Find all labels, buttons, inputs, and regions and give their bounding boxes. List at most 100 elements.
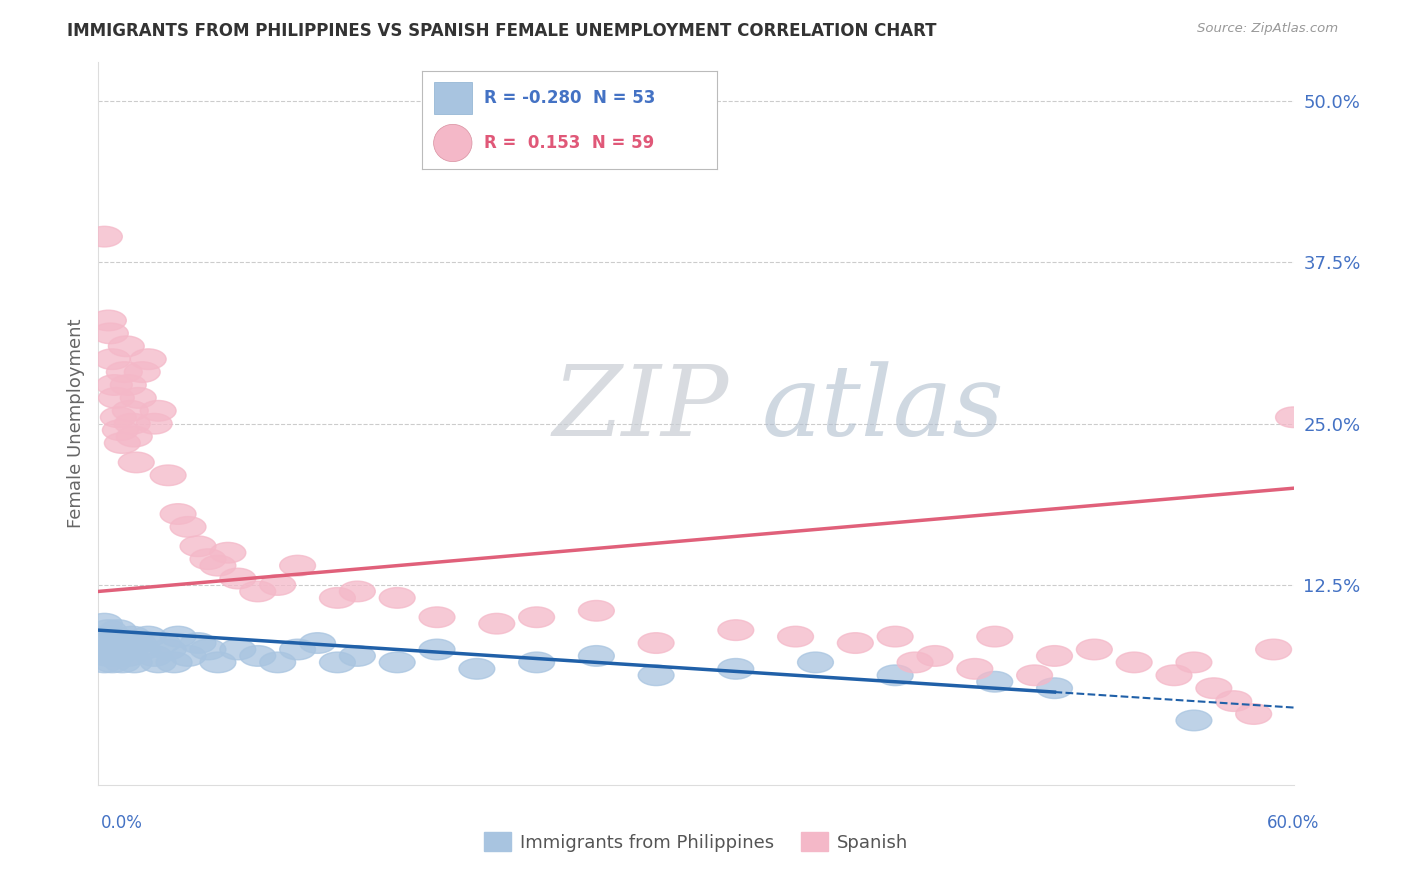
Ellipse shape <box>114 626 150 647</box>
Ellipse shape <box>150 465 186 485</box>
Ellipse shape <box>103 420 138 441</box>
Ellipse shape <box>94 349 131 369</box>
Ellipse shape <box>1156 665 1192 686</box>
Ellipse shape <box>112 640 148 660</box>
Ellipse shape <box>433 124 472 161</box>
Ellipse shape <box>180 632 217 653</box>
Ellipse shape <box>136 413 172 434</box>
Ellipse shape <box>209 542 246 563</box>
Legend: Immigrants from Philippines, Spanish: Immigrants from Philippines, Spanish <box>477 825 915 859</box>
Ellipse shape <box>131 626 166 647</box>
Ellipse shape <box>98 646 135 666</box>
Ellipse shape <box>112 401 148 421</box>
Ellipse shape <box>578 646 614 666</box>
Ellipse shape <box>97 375 132 395</box>
Ellipse shape <box>141 652 176 673</box>
Ellipse shape <box>200 556 236 576</box>
Ellipse shape <box>110 375 146 395</box>
Ellipse shape <box>319 588 356 608</box>
Ellipse shape <box>84 640 121 660</box>
Ellipse shape <box>110 646 146 666</box>
Ellipse shape <box>578 600 614 621</box>
Ellipse shape <box>90 310 127 331</box>
Ellipse shape <box>638 632 673 653</box>
Ellipse shape <box>1017 665 1053 686</box>
Ellipse shape <box>1275 407 1312 427</box>
Ellipse shape <box>718 658 754 679</box>
Ellipse shape <box>117 652 152 673</box>
Ellipse shape <box>240 581 276 602</box>
Ellipse shape <box>1116 652 1152 673</box>
Text: R =  0.153  N = 59: R = 0.153 N = 59 <box>484 134 654 152</box>
Ellipse shape <box>114 413 150 434</box>
Ellipse shape <box>419 607 456 628</box>
Ellipse shape <box>877 665 912 686</box>
Ellipse shape <box>87 652 122 673</box>
Ellipse shape <box>1256 640 1292 660</box>
Ellipse shape <box>280 640 315 660</box>
Ellipse shape <box>380 588 415 608</box>
Ellipse shape <box>778 626 814 647</box>
Ellipse shape <box>98 387 135 409</box>
Ellipse shape <box>117 426 152 447</box>
Ellipse shape <box>458 658 495 679</box>
Ellipse shape <box>1036 646 1073 666</box>
Ellipse shape <box>100 620 136 640</box>
Text: ZIP: ZIP <box>553 361 728 457</box>
Text: Source: ZipAtlas.com: Source: ZipAtlas.com <box>1198 22 1339 36</box>
Ellipse shape <box>108 336 145 357</box>
Ellipse shape <box>107 632 142 653</box>
Ellipse shape <box>145 632 180 653</box>
Ellipse shape <box>380 652 415 673</box>
Ellipse shape <box>94 652 131 673</box>
Ellipse shape <box>339 646 375 666</box>
Ellipse shape <box>479 614 515 634</box>
Bar <box>433 82 472 113</box>
Ellipse shape <box>240 646 276 666</box>
Ellipse shape <box>124 362 160 383</box>
Ellipse shape <box>877 626 912 647</box>
Ellipse shape <box>136 646 172 666</box>
Y-axis label: Female Unemployment: Female Unemployment <box>66 319 84 528</box>
Ellipse shape <box>90 620 127 640</box>
Ellipse shape <box>104 433 141 453</box>
Ellipse shape <box>200 652 236 673</box>
Ellipse shape <box>219 640 256 660</box>
Ellipse shape <box>90 646 127 666</box>
Ellipse shape <box>339 581 375 602</box>
Text: 60.0%: 60.0% <box>1267 814 1319 832</box>
Ellipse shape <box>319 652 356 673</box>
Ellipse shape <box>1236 704 1271 724</box>
Ellipse shape <box>190 640 226 660</box>
Ellipse shape <box>219 568 256 589</box>
Ellipse shape <box>87 227 122 247</box>
Ellipse shape <box>917 646 953 666</box>
Ellipse shape <box>170 646 207 666</box>
Ellipse shape <box>156 652 193 673</box>
Ellipse shape <box>1077 640 1112 660</box>
Ellipse shape <box>1197 678 1232 698</box>
Ellipse shape <box>124 640 160 660</box>
Ellipse shape <box>93 626 128 647</box>
Ellipse shape <box>103 640 138 660</box>
Text: atlas: atlas <box>762 361 1004 457</box>
Ellipse shape <box>160 626 195 647</box>
Ellipse shape <box>118 452 155 473</box>
Ellipse shape <box>1036 678 1073 698</box>
Ellipse shape <box>87 614 122 634</box>
Ellipse shape <box>100 407 136 427</box>
Ellipse shape <box>121 632 156 653</box>
Ellipse shape <box>260 652 295 673</box>
Ellipse shape <box>93 323 128 343</box>
Ellipse shape <box>260 574 295 595</box>
Ellipse shape <box>718 620 754 640</box>
Ellipse shape <box>141 401 176 421</box>
Ellipse shape <box>638 665 673 686</box>
Ellipse shape <box>957 658 993 679</box>
Ellipse shape <box>160 504 195 524</box>
Ellipse shape <box>897 652 934 673</box>
Ellipse shape <box>838 632 873 653</box>
Ellipse shape <box>977 626 1012 647</box>
Text: IMMIGRANTS FROM PHILIPPINES VS SPANISH FEMALE UNEMPLOYMENT CORRELATION CHART: IMMIGRANTS FROM PHILIPPINES VS SPANISH F… <box>67 22 936 40</box>
Ellipse shape <box>1175 710 1212 731</box>
